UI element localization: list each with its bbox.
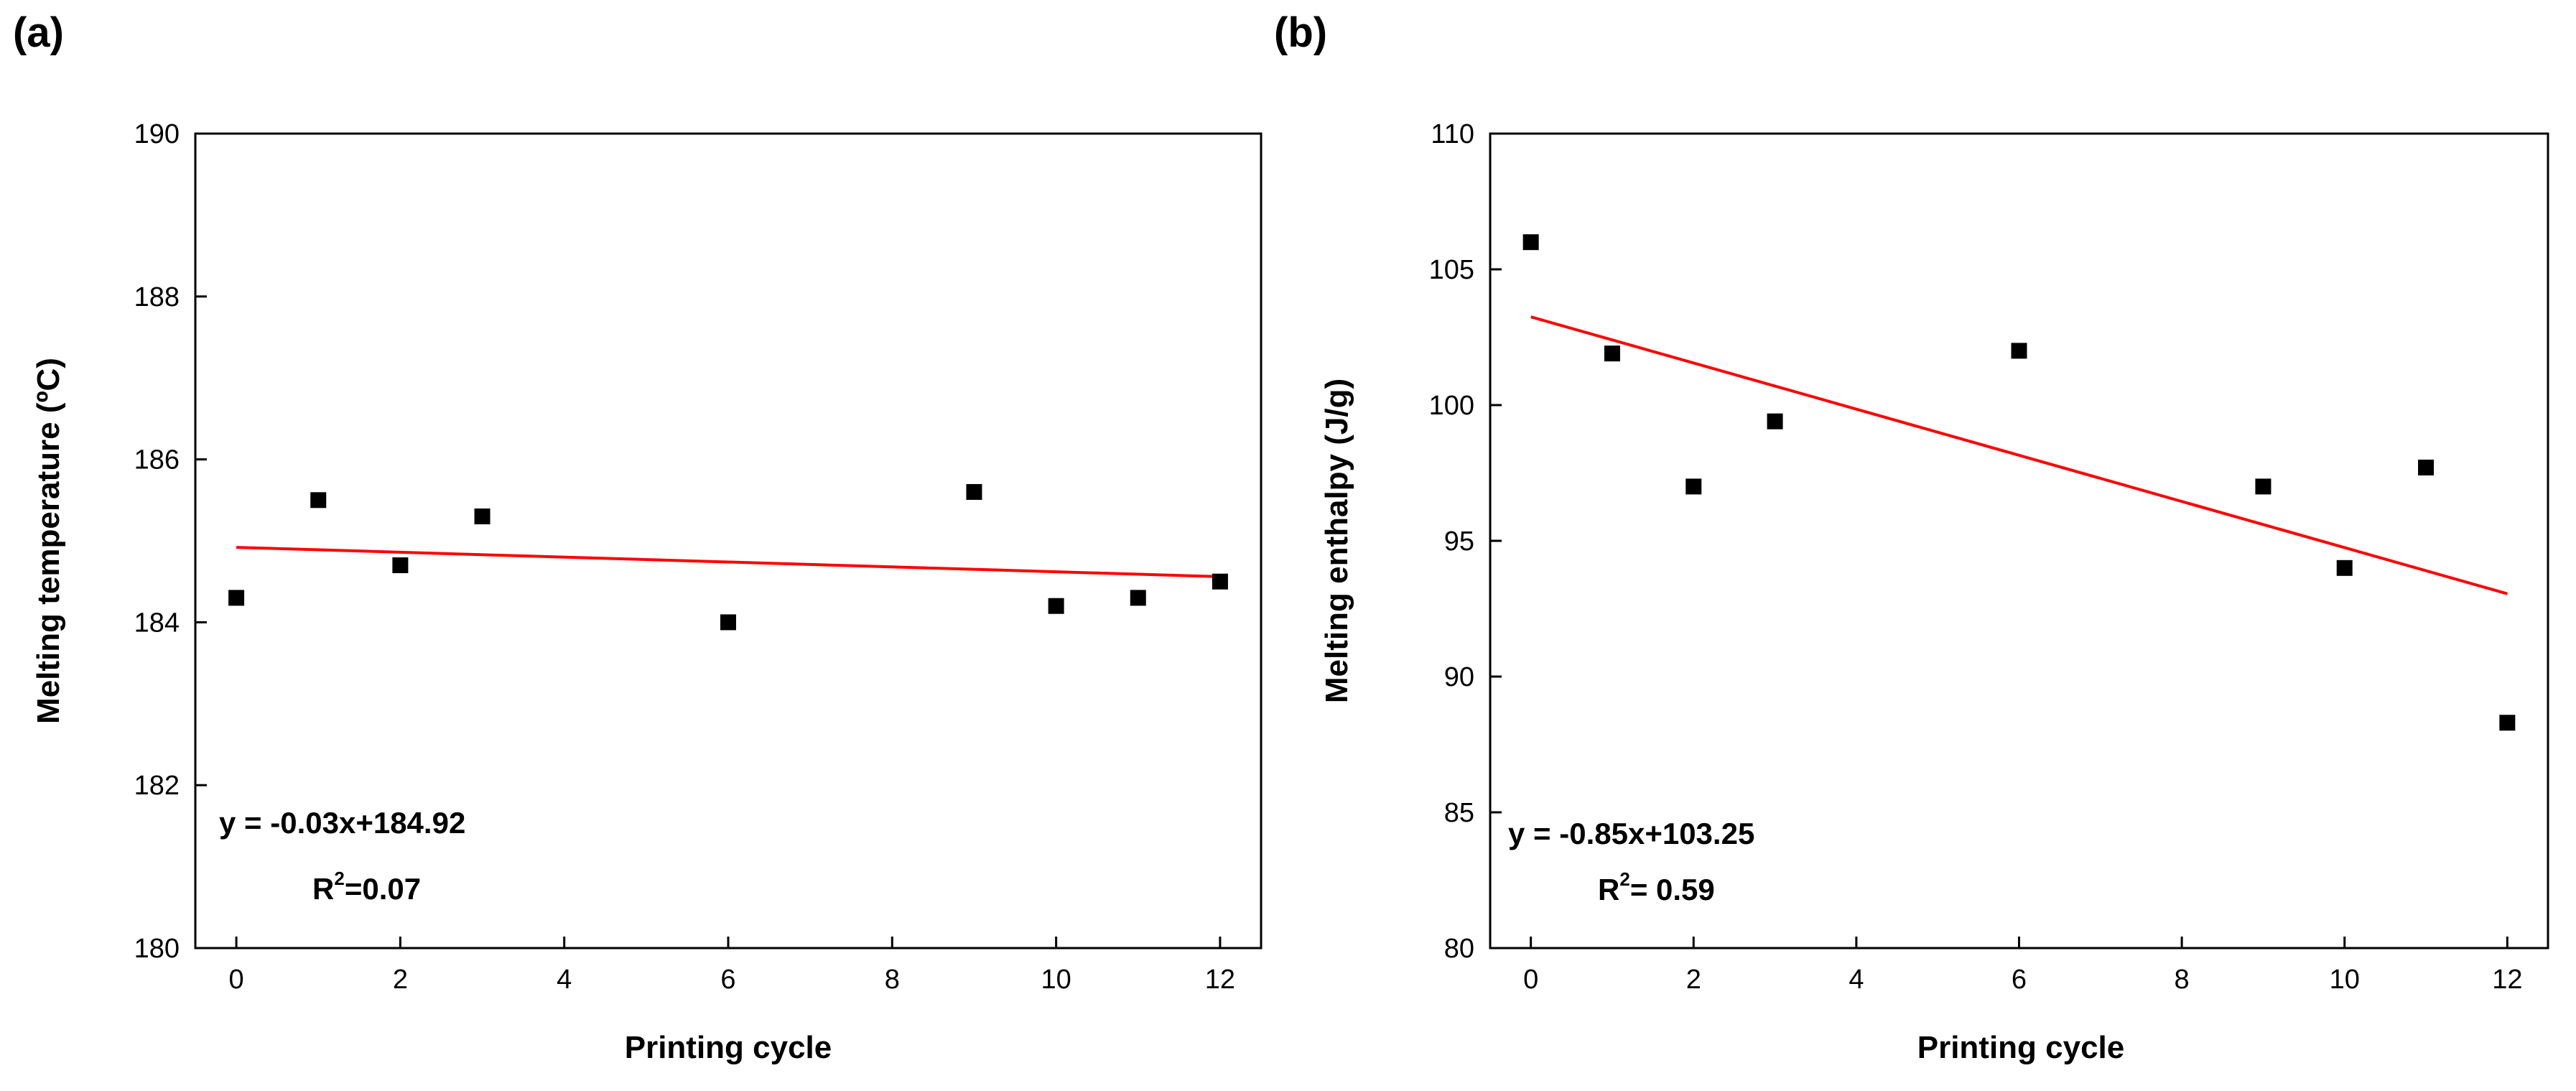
panel-a-data-point <box>720 614 736 631</box>
panel-b-r2-value: = 0.59 <box>1630 873 1715 906</box>
panel-b-x-tick-label: 6 <box>2012 965 2027 995</box>
panel-a-y-tick-label: 186 <box>134 445 180 475</box>
panel-b-r2-sup: 2 <box>1619 868 1629 890</box>
panel-a-x-tick-label: 8 <box>885 965 900 995</box>
panel-a-x-tick-label: 10 <box>1041 965 1071 995</box>
panel-a: (a) 180 182 184 186 188 190 0 2 4 6 8 10 12 y = -0.… <box>13 9 1263 1065</box>
panel-b-data-point <box>2255 478 2272 495</box>
panel-b-data-point <box>1685 478 1702 495</box>
panel-b-y-tick-label: 110 <box>1431 119 1474 149</box>
panel-b: (b) 80 85 90 95 100 105 110 0 2 4 6 8 10 12 y = -0.8… <box>1274 9 2549 1065</box>
panel-a-x-axis-title: Printing cycle <box>625 1030 832 1065</box>
panel-b-data-point <box>2499 715 2516 731</box>
panel-a-y-tick-label: 184 <box>134 608 180 638</box>
panel-b-x-tick-label: 2 <box>1686 965 1701 995</box>
panel-b-x-tick-label: 10 <box>2330 965 2360 995</box>
panel-a-data-point <box>474 508 490 524</box>
panel-a-data-point <box>966 483 982 500</box>
panel-a-r2-sup: 2 <box>334 868 344 889</box>
panel-b-fit-line <box>1530 315 2508 595</box>
panel-a-y-tick-label: 190 <box>134 119 180 149</box>
panel-b-x-tick-label: 12 <box>2492 965 2522 995</box>
panel-a-x-tick-label: 6 <box>720 965 735 995</box>
panel-a-r2-prefix: R <box>312 872 334 906</box>
panel-b-y-tick-label: 100 <box>1429 391 1474 421</box>
panel-a-x-tick-label: 0 <box>229 965 244 995</box>
panel-b-data-point <box>2336 560 2353 576</box>
panel-b-y-tick-label: 95 <box>1444 526 1474 557</box>
panel-a-y-ticks: 180 182 184 186 188 190 <box>134 119 207 964</box>
panel-a-fit-line <box>236 546 1220 578</box>
panel-a-points <box>228 483 1228 631</box>
panel-a-data-point <box>1130 590 1146 606</box>
panel-a-y-tick-label: 188 <box>134 282 180 312</box>
panel-b-points <box>1522 234 2516 731</box>
panel-a-label: (a) <box>13 9 64 56</box>
panel-a-data-point <box>1048 598 1064 614</box>
panel-a-y-tick-label: 180 <box>134 934 180 964</box>
panel-b-equation: y = -0.85x+103.25 <box>1508 817 1754 850</box>
panel-b-data-point <box>2418 459 2435 475</box>
panel-a-data-point <box>310 492 327 509</box>
panel-a-equation: y = -0.03x+184.92 <box>219 806 465 840</box>
panel-b-data-point <box>1767 413 1783 430</box>
panel-b-x-tick-label: 4 <box>1849 965 1864 995</box>
panel-b-y-axis-title: Melting enthalpy (J/g) <box>1319 379 1354 703</box>
panel-a-data-point <box>228 590 245 606</box>
panel-b-y-tick-label: 85 <box>1444 798 1474 828</box>
panel-b-x-tick-label: 0 <box>1523 965 1538 995</box>
panel-b-label: (b) <box>1274 9 1327 56</box>
panel-a-y-tick-label: 182 <box>134 771 180 801</box>
panel-a-r-squared: R2=0.07 <box>312 868 421 906</box>
panel-b-x-axis-title: Printing cycle <box>1917 1030 2125 1065</box>
panel-a-y-axis-title: Melting temperature (ºC) <box>31 358 66 724</box>
panel-b-y-ticks: 80 85 90 95 100 105 110 <box>1429 119 1502 964</box>
panel-b-r-squared: R2= 0.59 <box>1598 868 1715 906</box>
panel-b-x-tick-label: 8 <box>2175 965 2190 995</box>
panel-a-x-ticks: 0 2 4 6 8 10 12 <box>229 937 1235 995</box>
panel-a-x-tick-label: 2 <box>393 965 408 995</box>
panel-b-y-tick-label: 80 <box>1444 934 1474 964</box>
panel-a-r2-value: =0.07 <box>345 872 421 906</box>
panel-b-r2-prefix: R <box>1598 873 1619 906</box>
panel-a-x-tick-label: 12 <box>1205 965 1235 995</box>
panel-b-data-point <box>1604 345 1620 362</box>
panel-a-data-point <box>392 557 409 574</box>
panel-b-y-tick-label: 105 <box>1429 255 1474 285</box>
panel-b-data-point <box>2011 343 2027 359</box>
panel-b-y-tick-label: 90 <box>1444 662 1474 692</box>
panel-b-x-ticks: 0 2 4 6 8 10 12 <box>1523 937 2522 995</box>
panel-a-x-tick-label: 4 <box>557 965 572 995</box>
panel-a-data-point <box>1212 573 1228 590</box>
panel-b-data-point <box>1522 234 1539 251</box>
